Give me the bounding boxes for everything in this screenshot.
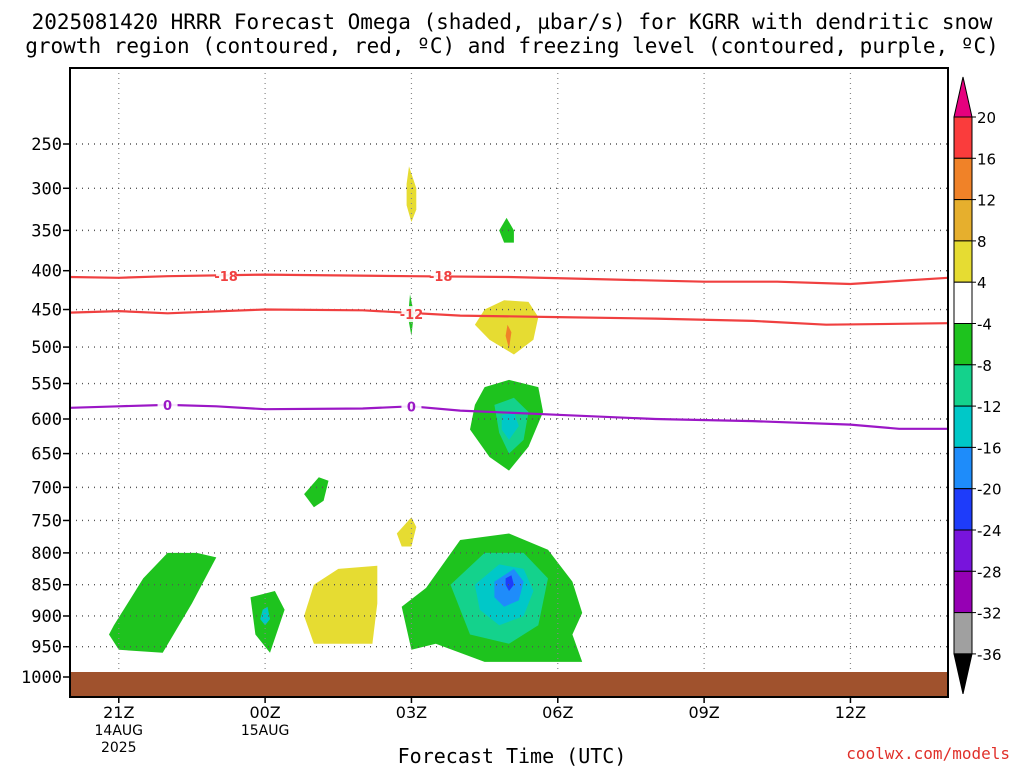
- contour-label: 0: [407, 400, 416, 415]
- colorbar-label: 8: [977, 233, 987, 251]
- colorbar-swatch: [953, 364, 973, 407]
- y-tick-label: 650: [31, 445, 62, 465]
- contour-label: 0: [163, 399, 172, 414]
- colorbar-swatch: [953, 199, 973, 242]
- chart-title-line2: growth region (contoured, red, ºC) and f…: [25, 34, 999, 58]
- colorbar-swatch: [953, 323, 973, 366]
- y-tick-label: 400: [31, 262, 62, 282]
- y-tick-label: 300: [31, 179, 62, 199]
- colorbar-label: 20: [977, 109, 996, 127]
- omega-region-9: [396, 517, 417, 547]
- colorbar-label: -32: [977, 605, 1002, 623]
- plot-area: -18 -18 -12 0 0: [69, 68, 949, 697]
- contour-label-bg: [157, 396, 178, 413]
- omega-region-0: [406, 166, 417, 223]
- omega-region-1: [499, 217, 514, 243]
- x-tick-label: 09Z: [688, 703, 719, 722]
- colorbar-label: 12: [977, 192, 996, 210]
- x-tick-label: 03Z: [396, 703, 427, 722]
- omega-region-8: [304, 477, 329, 508]
- contour-label-bg: [401, 306, 422, 323]
- omega-region-3: [474, 300, 539, 355]
- x-tick-label: 06Z: [542, 703, 573, 722]
- x-axis-label: Forecast Time (UTC): [397, 744, 627, 768]
- y-tick-label: 950: [31, 638, 62, 658]
- y-tick-label: 800: [31, 544, 62, 564]
- colorbar-label: -36: [977, 646, 1002, 664]
- colorbar-swatch: [953, 488, 973, 531]
- y-tick-label: 350: [31, 221, 62, 241]
- contour-label-bg: [430, 268, 451, 285]
- x-tick-label: 21Z: [103, 703, 134, 722]
- colorbar-swatch: [953, 529, 973, 572]
- y-tick-label: 250: [31, 135, 62, 155]
- y-tick-label: 750: [31, 511, 62, 531]
- x-tick-label: 15AUG: [241, 723, 290, 739]
- x-tick-label: 00Z: [249, 703, 280, 722]
- colorbar-label: -28: [977, 563, 1002, 581]
- y-tick-label: 700: [31, 478, 62, 498]
- omega-region-10: [109, 552, 217, 653]
- omega-region-13: [304, 565, 378, 644]
- colorbar-label: -16: [977, 439, 1002, 457]
- colorbar-swatch: [953, 612, 973, 655]
- colorbar-label: 16: [977, 150, 996, 168]
- colorbar-swatch: [953, 116, 973, 159]
- y-tick-label: 450: [31, 301, 62, 321]
- colorbar-label: -12: [977, 398, 1002, 416]
- colorbar-top-arrow: [953, 76, 973, 118]
- y-tick-label: 1000: [21, 668, 62, 688]
- colorbar-swatch: [953, 281, 973, 325]
- y-tick-label: 550: [31, 375, 62, 395]
- axes: 250 300 350 400 450 500 550 600 650 700 750 800 850 9…: [21, 67, 949, 756]
- colorbar-swatch: [953, 446, 973, 490]
- ground-surface: [70, 672, 948, 697]
- chart-title-line1: 2025081420 HRRR Forecast Omega (shaded, …: [31, 10, 993, 34]
- colorbar-label: -20: [977, 481, 1002, 499]
- colorbar-swatch: [953, 240, 973, 283]
- contour-label-bg: [401, 398, 422, 415]
- x-tick-label: 14AUG: [95, 723, 144, 739]
- omega-region-12: [260, 606, 270, 626]
- y-tick-label: 900: [31, 607, 62, 627]
- colorbar-label: -4: [977, 316, 992, 334]
- colorbar-swatch: [953, 405, 973, 448]
- plot-frame: [69, 67, 949, 698]
- y-tick-label: 850: [31, 576, 62, 596]
- omega-region-18: [505, 575, 514, 591]
- contour-label: -18: [429, 270, 453, 285]
- contour-label: -18: [214, 270, 238, 285]
- contour-line--12: [69, 308, 949, 326]
- colorbar-bottom-arrow: [953, 653, 973, 695]
- contour-label: -12: [400, 308, 424, 323]
- y-tick-label: 500: [31, 338, 62, 358]
- x-tick-label: 2025: [101, 740, 137, 756]
- y-tick-label: 600: [31, 410, 62, 430]
- contour-label-bg: [216, 268, 237, 285]
- contour-line--18: [69, 273, 949, 286]
- colorbar-swatch: [953, 570, 973, 614]
- colorbar-swatch: [953, 157, 973, 201]
- colorbar-label: 4: [977, 274, 987, 292]
- colorbar-label: -8: [977, 357, 992, 375]
- colorbar: 20 16 12 8 4 -4 -8 -12 -16 -20 -24 -28 -32 -36: [953, 76, 1002, 695]
- colorbar-label: -24: [977, 522, 1002, 540]
- x-tick-label: 12Z: [835, 703, 866, 722]
- credit-text: coolwx.com/models: [846, 744, 1010, 763]
- omega-region-4: [505, 324, 512, 349]
